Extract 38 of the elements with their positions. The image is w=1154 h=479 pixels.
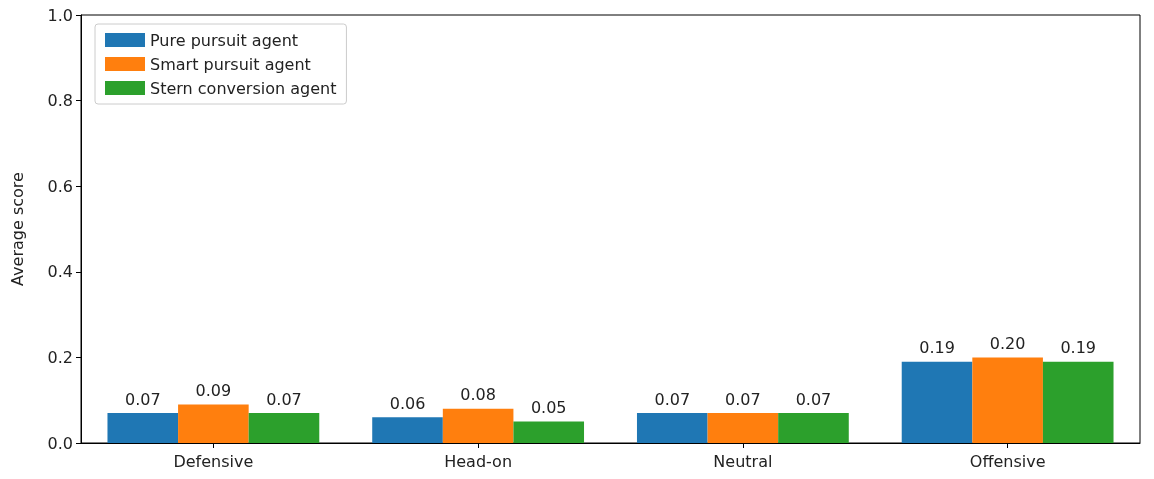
bar xyxy=(1042,361,1114,443)
data-label: 0.06 xyxy=(389,393,426,413)
bar xyxy=(707,413,779,443)
bar xyxy=(248,413,320,443)
y-tick-label: 0.0 xyxy=(47,433,73,453)
legend-label: Pure pursuit agent xyxy=(150,30,299,50)
y-tick-label: 0.2 xyxy=(47,347,73,367)
data-label: 0.09 xyxy=(195,380,232,400)
data-label: 0.07 xyxy=(654,389,691,409)
x-tick-label: Head-on xyxy=(444,451,513,471)
legend-label: Smart pursuit agent xyxy=(150,54,311,74)
bar xyxy=(442,408,514,443)
data-label: 0.07 xyxy=(266,389,302,409)
y-axis-title: Average score xyxy=(7,172,27,286)
bar xyxy=(972,357,1043,443)
bar xyxy=(778,413,849,443)
data-label: 0.08 xyxy=(460,385,496,405)
bar xyxy=(513,421,585,443)
x-tick-label: Offensive xyxy=(969,451,1046,471)
data-label: 0.07 xyxy=(795,389,832,409)
legend-label: Stern conversion agent xyxy=(150,78,337,98)
bar xyxy=(178,404,249,443)
data-label: 0.05 xyxy=(530,398,567,418)
x-tick-label: Defensive xyxy=(173,451,254,471)
bar xyxy=(636,413,708,443)
bar xyxy=(372,417,443,443)
data-label: 0.19 xyxy=(1060,338,1097,358)
data-label: 0.19 xyxy=(919,338,955,358)
y-tick-label: 0.6 xyxy=(47,176,73,196)
data-label: 0.20 xyxy=(989,333,1026,353)
bar xyxy=(107,413,179,443)
x-tick-label: Neutral xyxy=(713,451,773,471)
y-tick-label: 0.4 xyxy=(47,262,73,282)
data-label: 0.07 xyxy=(725,389,761,409)
y-tick-label: 0.8 xyxy=(47,91,73,111)
y-tick-label: 1.0 xyxy=(47,5,73,25)
bar xyxy=(901,361,973,443)
data-label: 0.07 xyxy=(124,389,161,409)
